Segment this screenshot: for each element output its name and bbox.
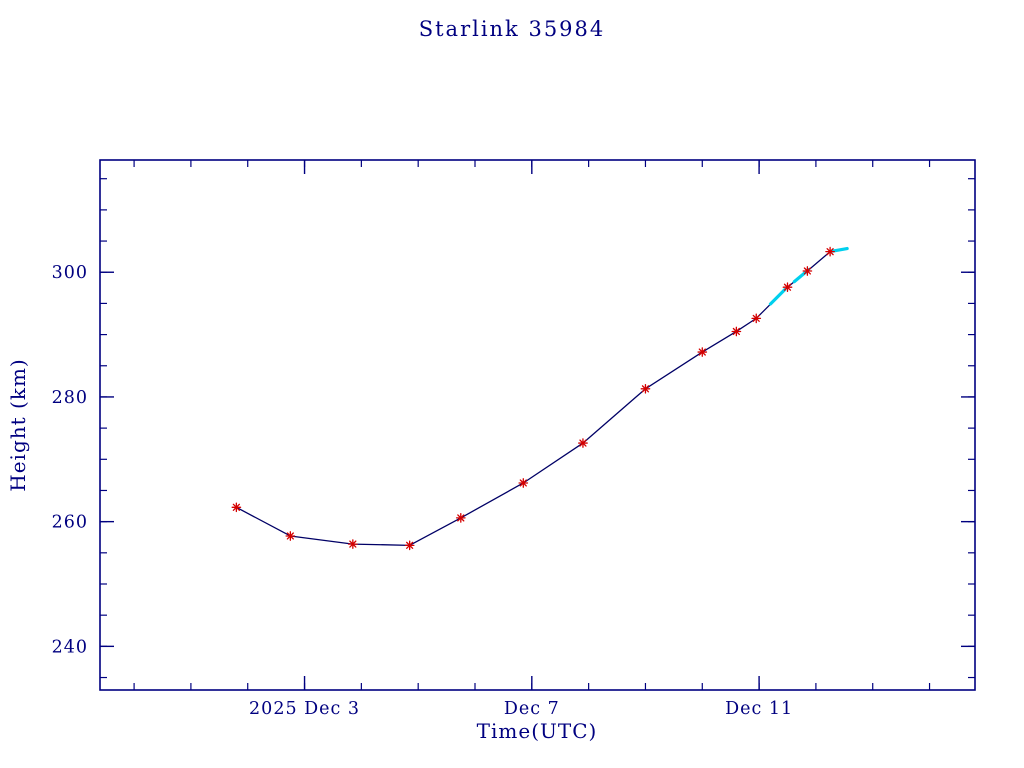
svg-text:280: 280 bbox=[52, 388, 88, 408]
svg-text:2025 Dec 3: 2025 Dec 3 bbox=[249, 699, 360, 719]
svg-text:Dec 11: Dec 11 bbox=[725, 699, 793, 719]
x-axis-label: Time(UTC) bbox=[476, 719, 598, 743]
svg-text:240: 240 bbox=[52, 637, 88, 657]
chart-title: Starlink 35984 bbox=[418, 17, 606, 41]
svg-text:260: 260 bbox=[52, 513, 88, 533]
svg-text:300: 300 bbox=[52, 263, 88, 283]
svg-text:Dec 7: Dec 7 bbox=[504, 699, 560, 719]
